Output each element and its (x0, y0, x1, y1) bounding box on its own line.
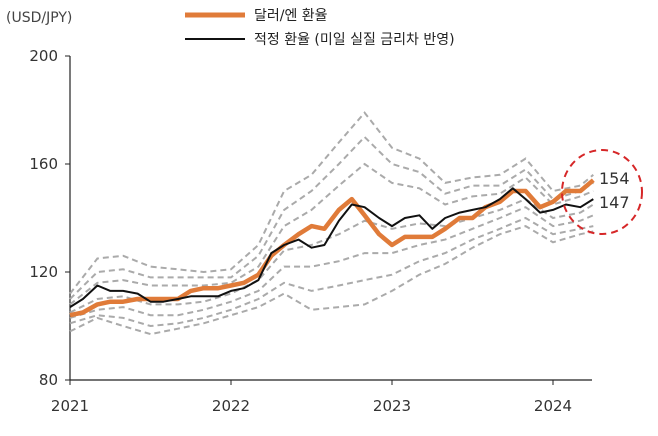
scenario-band-line (69, 206, 594, 319)
scenario-band-line (69, 225, 594, 336)
y-tick-label: 200 (29, 47, 58, 65)
annotation-label: 147 (599, 193, 630, 212)
fair-value-line (69, 187, 594, 308)
y-tick-label: 80 (39, 371, 58, 389)
annotation-label: 154 (599, 169, 630, 188)
scenario-band-line (69, 135, 594, 300)
x-tick-label: 2024 (534, 397, 572, 415)
legend-label-usd-jpy: 달러/엔 환율 (254, 8, 328, 24)
legend: 달러/엔 환율 적정 환율 (미일 실질 금리차 반영) (185, 8, 455, 48)
x-tick-label: 2023 (373, 397, 411, 415)
x-tick-label: 2021 (51, 397, 89, 415)
scenario-bands (69, 111, 594, 336)
scenario-band-line (69, 216, 594, 328)
x-tick-label: 2022 (212, 397, 250, 415)
usd-jpy-line (69, 178, 595, 318)
highlight-circle (561, 149, 643, 235)
y-tick-label: 120 (29, 263, 58, 281)
scenario-band-line (69, 197, 594, 314)
series-lines (69, 178, 595, 318)
legend-label-fair-value: 적정 환율 (미일 실질 금리차 반영) (254, 32, 455, 48)
y-tick-label: 160 (29, 155, 58, 173)
y-unit-label: (USD/JPY) (6, 10, 72, 26)
scenario-band-line (69, 111, 594, 295)
axes: 80 120 160 200 2021 2022 2023 2024 (29, 47, 592, 415)
